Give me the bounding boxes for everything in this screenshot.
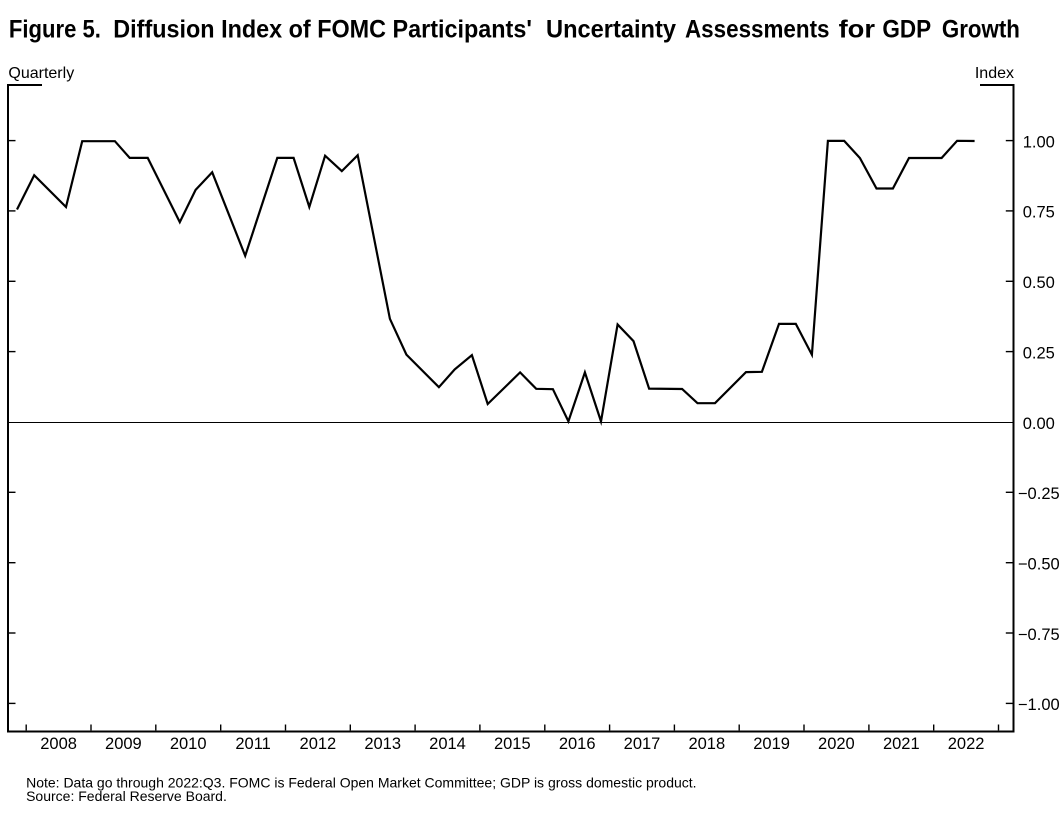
- svg-text:2010: 2010: [170, 735, 207, 753]
- svg-text:2013: 2013: [364, 735, 401, 753]
- svg-text:0.50: 0.50: [1023, 274, 1055, 292]
- svg-text:2008: 2008: [40, 735, 77, 753]
- svg-text:2017: 2017: [624, 735, 661, 753]
- svg-text:0.25: 0.25: [1023, 344, 1055, 362]
- svg-text:2015: 2015: [494, 735, 531, 753]
- svg-text:2022: 2022: [948, 735, 985, 753]
- svg-text:−0.75: −0.75: [1018, 626, 1060, 644]
- svg-text:0.00: 0.00: [1023, 415, 1055, 433]
- svg-text:2016: 2016: [559, 735, 596, 753]
- svg-text:2021: 2021: [883, 735, 920, 753]
- svg-text:2020: 2020: [818, 735, 855, 753]
- svg-text:Diffusion Index of FOMC Partic: Diffusion Index of FOMC Participants': [113, 15, 532, 43]
- svg-text:−0.25: −0.25: [1018, 485, 1060, 503]
- svg-text:−0.50: −0.50: [1018, 556, 1060, 574]
- svg-text:2009: 2009: [105, 735, 142, 753]
- svg-text:2014: 2014: [429, 735, 466, 753]
- svg-text:2019: 2019: [753, 735, 790, 753]
- svg-text:Index: Index: [975, 65, 1014, 82]
- svg-text:Quarterly: Quarterly: [8, 65, 74, 82]
- svg-text:2018: 2018: [688, 735, 725, 753]
- svg-text:Uncertainty: Uncertainty: [546, 15, 676, 43]
- svg-text:1.00: 1.00: [1023, 133, 1055, 151]
- svg-text:Note: Data go through 2022:Q3.: Note: Data go through 2022:Q3. FOMC is F…: [26, 774, 696, 790]
- svg-text:Source: Federal Reserve Board.: Source: Federal Reserve Board.: [26, 788, 227, 804]
- svg-text:for: for: [839, 15, 876, 43]
- svg-text:2012: 2012: [300, 735, 337, 753]
- svg-text:Growth: Growth: [942, 15, 1020, 43]
- svg-text:GDP: GDP: [882, 15, 931, 43]
- svg-text:2011: 2011: [235, 735, 270, 753]
- svg-text:0.75: 0.75: [1023, 204, 1055, 222]
- svg-text:Figure 5.: Figure 5.: [9, 15, 101, 43]
- svg-text:Assessments: Assessments: [685, 15, 830, 43]
- svg-text:−1.00: −1.00: [1018, 696, 1060, 714]
